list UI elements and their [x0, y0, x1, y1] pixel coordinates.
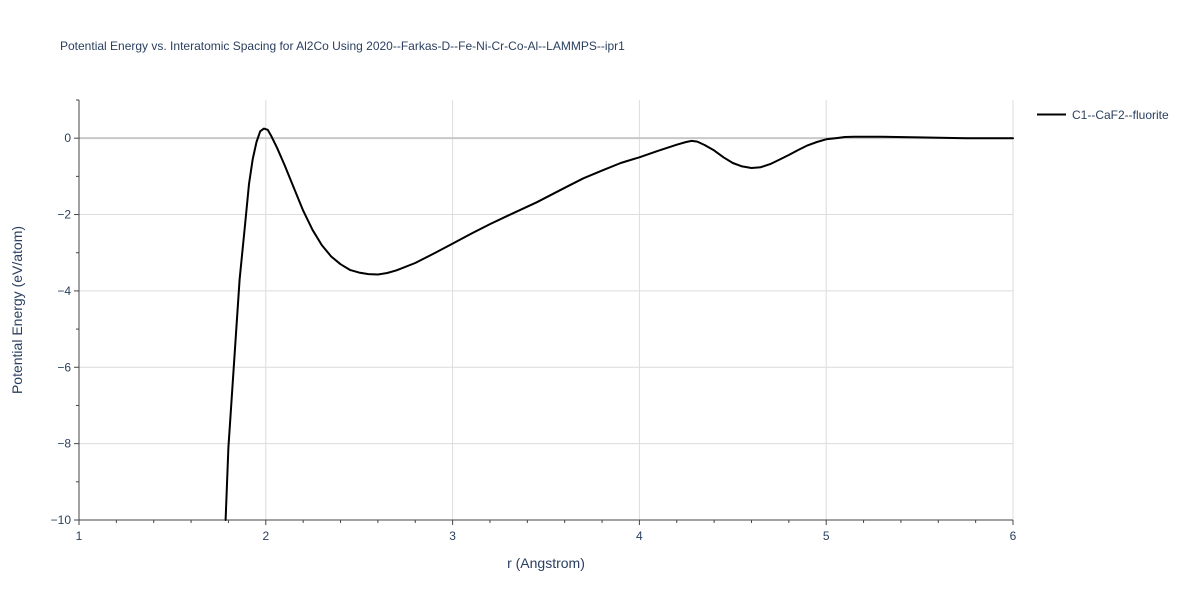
grid-lines: [79, 100, 1014, 520]
series-lines: [224, 127, 1014, 521]
y-axis-tick-labels: 0 −2 −4 −6 −8 −10: [51, 131, 72, 527]
x-tick-label: 2: [262, 529, 269, 543]
series-line: [224, 127, 1014, 521]
x-axis-title: r (Angstrom): [507, 555, 585, 571]
y-tick-label: −10: [51, 513, 72, 527]
axes: [74, 99, 1014, 525]
legend[interactable]: C1--CaF2--fluorite: [1037, 108, 1169, 122]
y-tick-label: −8: [57, 437, 71, 451]
y-tick-label: −6: [57, 360, 71, 374]
x-axis-tick-labels: 1 2 3 4 5 6: [76, 529, 1017, 543]
y-tick-label: −2: [57, 208, 71, 222]
x-tick-label: 6: [1010, 529, 1017, 543]
x-tick-label: 4: [636, 529, 643, 543]
x-tick-label: 5: [823, 529, 830, 543]
x-tick-label: 1: [76, 529, 83, 543]
legend-label: C1--CaF2--fluorite: [1072, 108, 1169, 122]
y-axis-title: Potential Energy (eV/atom): [9, 226, 25, 394]
y-tick-label: 0: [64, 131, 71, 145]
chart-title: Potential Energy vs. Interatomic Spacing…: [60, 39, 625, 53]
y-tick-label: −4: [57, 284, 71, 298]
x-tick-label: 3: [449, 529, 456, 543]
